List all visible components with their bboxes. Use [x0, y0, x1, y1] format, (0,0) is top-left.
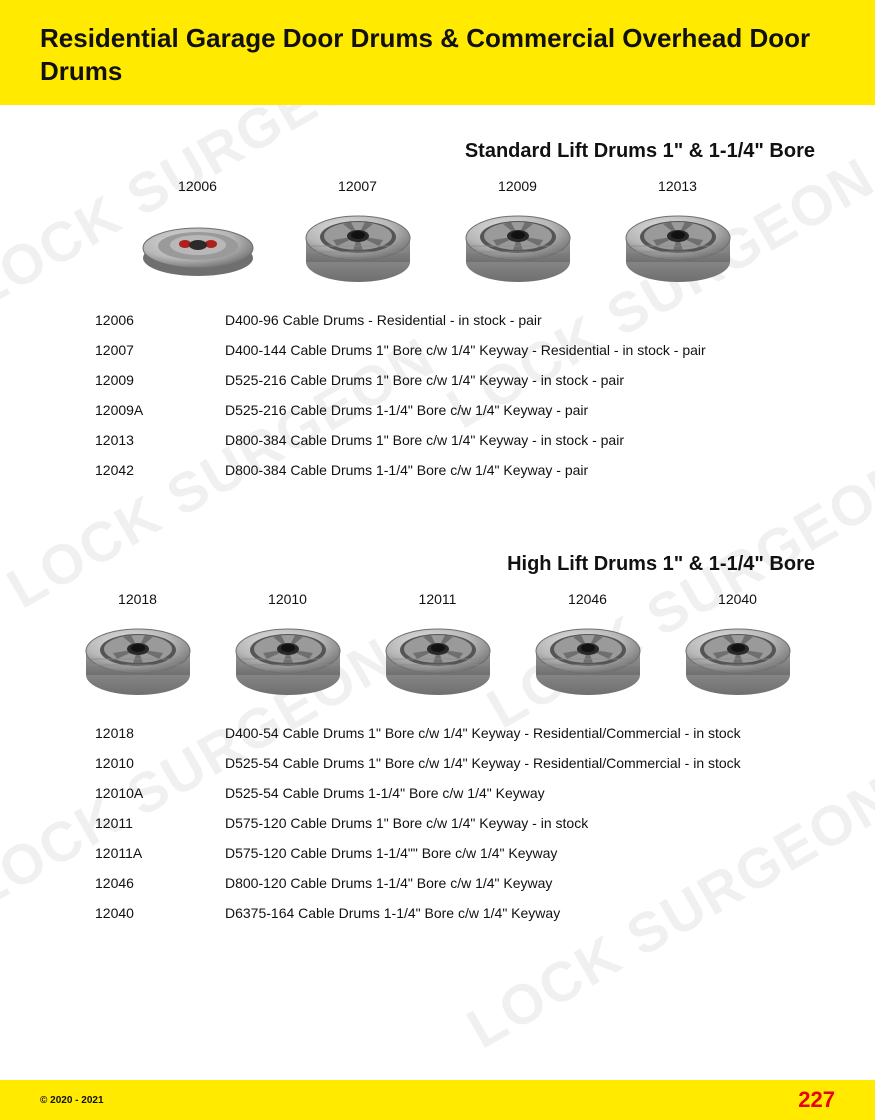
- product-code-label: 12011: [419, 591, 457, 607]
- copyright-text: © 2020 - 2021: [40, 1095, 104, 1106]
- spec-description: D525-216 Cable Drums 1-1/4" Bore c/w 1/4…: [225, 402, 835, 418]
- product-image-item: 12006: [128, 178, 268, 290]
- product-code-label: 12006: [178, 178, 217, 194]
- spec-row: 12042D800-384 Cable Drums 1-1/4" Bore c/…: [95, 462, 835, 478]
- spec-row: 12011AD575-120 Cable Drums 1-1/4"" Bore …: [95, 845, 835, 861]
- drum-icon: [613, 200, 743, 290]
- section1-specs: 12006D400-96 Cable Drums - Residential -…: [40, 312, 835, 478]
- spec-code: 12009A: [95, 402, 225, 418]
- spec-code: 12018: [95, 725, 225, 741]
- spec-description: D525-216 Cable Drums 1" Bore c/w 1/4" Ke…: [225, 372, 835, 388]
- spec-code: 12042: [95, 462, 225, 478]
- section2-images: 12018: [40, 591, 835, 703]
- spec-row: 12010AD525-54 Cable Drums 1-1/4" Bore c/…: [95, 785, 835, 801]
- spec-row: 12006D400-96 Cable Drums - Residential -…: [95, 312, 835, 328]
- spec-code: 12007: [95, 342, 225, 358]
- spec-row: 12013D800-384 Cable Drums 1" Bore c/w 1/…: [95, 432, 835, 448]
- drum-icon: [133, 200, 263, 290]
- drum-icon: [293, 200, 423, 290]
- section2-specs: 12018D400-54 Cable Drums 1" Bore c/w 1/4…: [40, 725, 835, 921]
- spec-code: 12011: [95, 815, 225, 831]
- spec-code: 12006: [95, 312, 225, 328]
- spec-row: 12046D800-120 Cable Drums 1-1/4" Bore c/…: [95, 875, 835, 891]
- spec-row: 12011D575-120 Cable Drums 1" Bore c/w 1/…: [95, 815, 835, 831]
- spec-code: 12013: [95, 432, 225, 448]
- product-code-label: 12040: [718, 591, 757, 607]
- spec-row: 12040D6375-164 Cable Drums 1-1/4" Bore c…: [95, 905, 835, 921]
- spec-description: D575-120 Cable Drums 1" Bore c/w 1/4" Ke…: [225, 815, 835, 831]
- spec-code: 12040: [95, 905, 225, 921]
- page-header: Residential Garage Door Drums & Commerci…: [0, 0, 875, 105]
- section1-images: 12006 12007: [40, 178, 835, 290]
- drum-icon: [673, 613, 803, 703]
- drum-icon: [523, 613, 653, 703]
- spec-description: D400-54 Cable Drums 1" Bore c/w 1/4" Key…: [225, 725, 835, 741]
- drum-icon: [73, 613, 203, 703]
- spec-description: D800-384 Cable Drums 1-1/4" Bore c/w 1/4…: [225, 462, 835, 478]
- section1-title: Standard Lift Drums 1" & 1-1/4" Bore: [40, 140, 815, 163]
- product-image-item: 12010: [218, 591, 358, 703]
- spec-row: 12007D400-144 Cable Drums 1" Bore c/w 1/…: [95, 342, 835, 358]
- product-code-label: 12013: [658, 178, 697, 194]
- spec-description: D525-54 Cable Drums 1" Bore c/w 1/4" Key…: [225, 755, 835, 771]
- product-image-item: 12011: [368, 591, 508, 703]
- section2-title: High Lift Drums 1" & 1-1/4" Bore: [40, 553, 815, 576]
- spec-code: 12010: [95, 755, 225, 771]
- main-content: Standard Lift Drums 1" & 1-1/4" Bore 120…: [0, 140, 875, 921]
- spec-code: 12010A: [95, 785, 225, 801]
- spec-row: 12018D400-54 Cable Drums 1" Bore c/w 1/4…: [95, 725, 835, 741]
- product-code-label: 12018: [118, 591, 157, 607]
- product-code-label: 12046: [568, 591, 607, 607]
- drum-icon: [453, 200, 583, 290]
- spec-description: D400-96 Cable Drums - Residential - in s…: [225, 312, 835, 328]
- product-image-item: 12046: [518, 591, 658, 703]
- spec-row: 12010D525-54 Cable Drums 1" Bore c/w 1/4…: [95, 755, 835, 771]
- product-image-item: 12040: [668, 591, 808, 703]
- page-title: Residential Garage Door Drums & Commerci…: [40, 22, 835, 87]
- spec-row: 12009D525-216 Cable Drums 1" Bore c/w 1/…: [95, 372, 835, 388]
- spec-description: D525-54 Cable Drums 1-1/4" Bore c/w 1/4"…: [225, 785, 835, 801]
- product-image-item: 12018: [68, 591, 208, 703]
- spec-code: 12011A: [95, 845, 225, 861]
- page-number: 227: [798, 1087, 835, 1113]
- product-image-item: 12013: [608, 178, 748, 290]
- product-image-item: 12009: [448, 178, 588, 290]
- product-code-label: 12010: [268, 591, 307, 607]
- spec-code: 12009: [95, 372, 225, 388]
- product-code-label: 12007: [338, 178, 377, 194]
- product-code-label: 12009: [498, 178, 537, 194]
- spec-description: D575-120 Cable Drums 1-1/4"" Bore c/w 1/…: [225, 845, 835, 861]
- drum-icon: [373, 613, 503, 703]
- spec-row: 12009AD525-216 Cable Drums 1-1/4" Bore c…: [95, 402, 835, 418]
- drum-icon: [223, 613, 353, 703]
- spec-description: D6375-164 Cable Drums 1-1/4" Bore c/w 1/…: [225, 905, 835, 921]
- page-footer: © 2020 - 2021 227: [0, 1080, 875, 1120]
- product-image-item: 12007: [288, 178, 428, 290]
- spec-description: D800-120 Cable Drums 1-1/4" Bore c/w 1/4…: [225, 875, 835, 891]
- spec-code: 12046: [95, 875, 225, 891]
- spec-description: D800-384 Cable Drums 1" Bore c/w 1/4" Ke…: [225, 432, 835, 448]
- spec-description: D400-144 Cable Drums 1" Bore c/w 1/4" Ke…: [225, 342, 835, 358]
